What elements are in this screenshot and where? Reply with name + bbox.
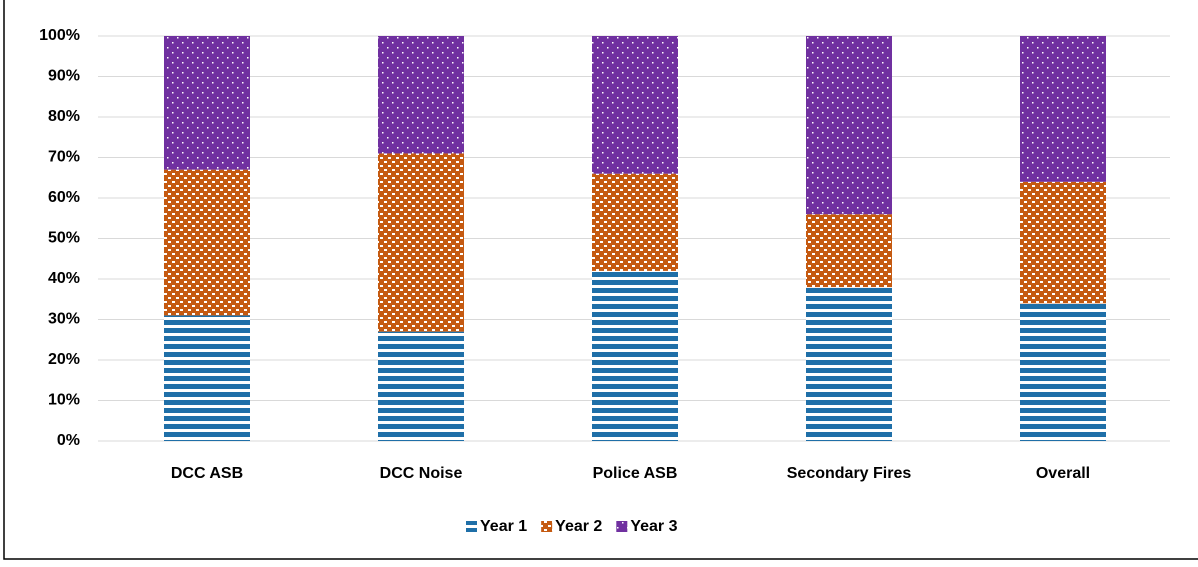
bar-segment <box>378 153 464 332</box>
y-tick-label: 50% <box>48 230 80 247</box>
x-tick-label: Secondary Fires <box>787 465 912 482</box>
y-tick-label: 40% <box>48 270 80 287</box>
legend-label: Year 1 <box>480 518 527 535</box>
bar-segment <box>592 173 678 271</box>
x-tick-label: DCC Noise <box>380 465 463 482</box>
legend-label: Year 3 <box>630 518 677 535</box>
bar-segment <box>164 36 250 170</box>
legend-swatch <box>466 521 477 532</box>
bar-segment <box>592 270 678 441</box>
chart-frame <box>3 0 1198 560</box>
bar-segment <box>378 331 464 441</box>
legend-label: Year 2 <box>555 518 602 535</box>
y-tick-label: 90% <box>48 68 80 85</box>
bar-segment <box>806 214 892 288</box>
legend-swatch <box>616 521 628 532</box>
y-tick-label: 60% <box>48 189 80 206</box>
bar-segment <box>164 169 250 316</box>
y-tick-label: 80% <box>48 108 80 125</box>
x-tick-label: Police ASB <box>593 465 678 482</box>
bar-segment <box>806 36 892 215</box>
y-tick-label: 0% <box>57 432 80 449</box>
bar-segment <box>378 36 464 154</box>
bar-segment <box>1020 181 1106 304</box>
y-tick-label: 100% <box>39 27 80 44</box>
y-tick-label: 20% <box>48 351 80 368</box>
bar-segment <box>164 315 250 441</box>
y-tick-label: 30% <box>48 311 80 328</box>
x-tick-label: DCC ASB <box>171 465 243 482</box>
legend-swatch <box>541 521 553 532</box>
y-tick-label: 70% <box>48 149 80 166</box>
bar-segment <box>806 287 892 441</box>
bar-segment <box>1020 36 1106 182</box>
bar-segment <box>1020 303 1106 441</box>
y-tick-label: 10% <box>48 392 80 409</box>
x-tick-label: Overall <box>1036 465 1090 482</box>
bar-segment <box>592 36 678 174</box>
